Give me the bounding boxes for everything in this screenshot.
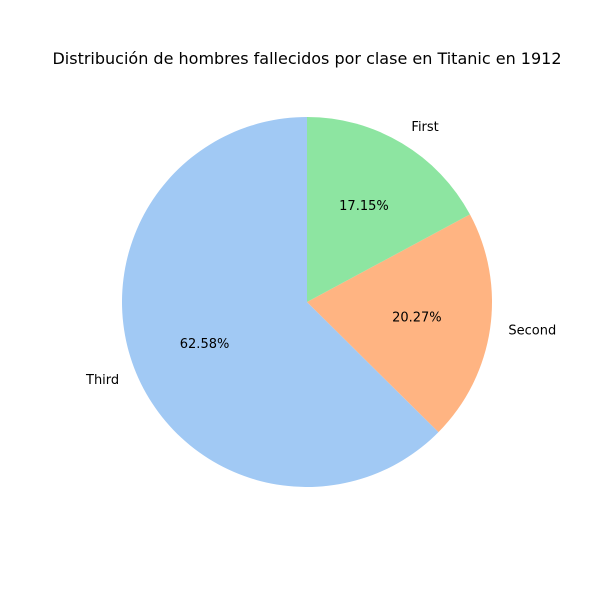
slice-label-third: Third — [85, 373, 119, 388]
slice-percent-second: 20.27% — [392, 310, 442, 325]
slice-percent-first: 17.15% — [339, 199, 389, 214]
slice-label-second: Second — [508, 324, 556, 339]
pie-labels: Third 62.58% Second 20.27% First 17.15% — [85, 120, 556, 388]
slice-percent-third: 62.58% — [180, 337, 230, 352]
pie-slices — [122, 117, 493, 488]
chart-title: Distribución de hombres fallecidos por c… — [52, 49, 561, 68]
pie-slice-first — [307, 117, 470, 302]
pie-slice-third — [122, 117, 439, 488]
pie-slice-second — [307, 214, 493, 433]
slice-label-first: First — [411, 120, 438, 135]
